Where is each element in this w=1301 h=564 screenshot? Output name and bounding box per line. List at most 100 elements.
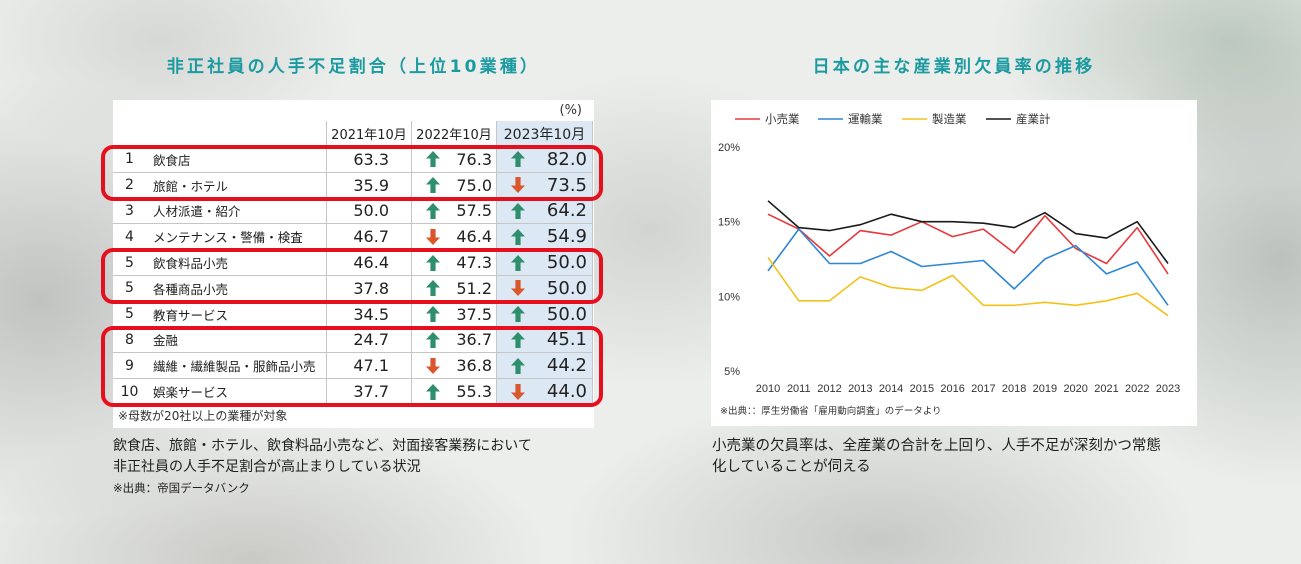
up-arrow-icon	[426, 177, 440, 194]
value-2022-cell: 47.3	[412, 250, 497, 275]
down-arrow-icon	[511, 177, 525, 194]
caption-line: 飲食店、旅館・ホテル、飲食料品小売など、対面接客業務において	[113, 438, 532, 454]
series-line-4	[767, 200, 1169, 264]
table-body: 1 飲食店 63.3 76.3 82.0 2 旅館・ホテル 35.9 75.0 73.5 3 人材派遣…	[113, 147, 593, 405]
value-2023: 45.1	[546, 329, 587, 351]
value-2021-cell: 35.9	[327, 172, 412, 198]
table-row: 5 各種商品小売 37.8 51.2 50.0	[113, 275, 593, 302]
up-arrow-icon	[426, 306, 440, 323]
table-row: 5 教育サービス 34.5 37.5 50.0	[113, 301, 593, 328]
column-header-2022: 2022年10月	[412, 121, 497, 146]
down-arrow-icon	[426, 357, 440, 374]
value-2021-cell: 46.7	[327, 224, 412, 250]
x-tick-label: 2022	[1125, 383, 1149, 395]
series-line-1	[767, 213, 1169, 275]
industry-name-cell: 金融	[146, 327, 327, 353]
column-header-2023: 2023年10月	[497, 121, 593, 146]
y-tick-label: 10%	[718, 291, 740, 303]
shortage-table: 2021年10月 2022年10月 2023年10月 1 飲食店 63.3 76.3 8…	[113, 121, 593, 405]
down-arrow-icon	[511, 383, 525, 400]
x-tick-label: 2015	[910, 383, 934, 395]
x-tick-label: 2012	[817, 383, 841, 395]
rank-cell: 4	[125, 228, 134, 245]
value-2021-cell: 50.0	[327, 198, 412, 224]
up-arrow-icon	[426, 280, 440, 297]
value-2023-cell: 50.0	[497, 301, 593, 327]
x-tick-label: 2011	[787, 383, 811, 395]
industry-name-cell: メンテナンス・警備・検査	[146, 224, 327, 250]
industry-name-cell: 繊維・繊維製品・服飾品小売	[146, 353, 327, 379]
header-name-cell	[146, 121, 327, 146]
series-line-2	[767, 228, 1169, 306]
value-2023-cell: 50.0	[497, 250, 593, 275]
legend-label: 小売業	[765, 113, 800, 126]
value-2023: 50.0	[546, 252, 587, 274]
value-2022-cell: 37.5	[412, 301, 497, 327]
industry-name-cell: 飲食店	[146, 147, 327, 172]
x-tick-label: 2021	[1094, 383, 1118, 395]
vacancy-rate-chart: 小売業 運輸業 製造業 産業計 5% 10% 15% 20% 2010 2011 2012 2013 2…	[711, 100, 1197, 426]
table-caption: 飲食店、旅館・ホテル、飲食料品小売など、対面接客業務において 非正社員の人手不足…	[113, 436, 532, 478]
table-title: 非正社員の人手不足割合（上位10業種）	[166, 57, 541, 77]
down-arrow-icon	[511, 280, 525, 297]
unit-label: (%)	[559, 103, 583, 118]
value-2022-cell: 57.5	[412, 198, 497, 224]
value-2023: 73.5	[546, 174, 587, 196]
table-row: 10 娯楽サービス 37.7 55.3 44.0	[113, 379, 593, 405]
y-tick-label: 20%	[718, 142, 740, 154]
rank-cell: 3	[125, 202, 134, 219]
series-line-3	[767, 257, 1169, 317]
x-tick-label: 2010	[756, 383, 780, 395]
up-arrow-icon	[511, 151, 525, 168]
table-row: 3 人材派遣・紹介 50.0 57.5 64.2	[113, 198, 593, 225]
value-2023: 64.2	[546, 200, 587, 222]
value-2023-cell: 73.5	[497, 172, 593, 198]
value-2021-cell: 37.8	[327, 275, 412, 301]
table-note: ※母数が20社以上の業種が対象	[118, 409, 288, 423]
value-2022-cell: 36.8	[412, 353, 497, 379]
value-2022: 36.7	[456, 330, 492, 350]
rank-cell: 5	[125, 254, 134, 271]
x-tick-label: 2023	[1156, 383, 1180, 395]
rank-cell: 5	[125, 306, 134, 323]
up-arrow-icon	[426, 331, 440, 348]
value-2021-cell: 47.1	[327, 353, 412, 379]
industry-name-cell: 人材派遣・紹介	[146, 198, 327, 224]
value-2023: 44.0	[546, 381, 587, 403]
value-2022: 46.4	[456, 227, 492, 247]
x-tick-label: 2013	[848, 383, 872, 395]
up-arrow-icon	[511, 202, 525, 219]
table-row: 8 金融 24.7 36.7 45.1	[113, 327, 593, 354]
column-header-2021: 2021年10月	[327, 121, 412, 146]
x-tick-label: 2016	[940, 383, 964, 395]
value-2021-cell: 34.5	[327, 301, 412, 327]
y-tick-label: 5%	[724, 366, 740, 378]
value-2021-cell: 24.7	[327, 327, 412, 353]
up-arrow-icon	[511, 254, 525, 271]
value-2023-cell: 45.1	[497, 327, 593, 353]
value-2023-cell: 64.2	[497, 198, 593, 224]
industry-name-cell: 旅館・ホテル	[146, 172, 327, 198]
value-2023-cell: 50.0	[497, 275, 593, 301]
header-rank-cell	[113, 121, 146, 146]
chart-caption: 小売業の欠員率は、全産業の合計を上回り、人手不足が深刻かつ常態 化していることが…	[712, 436, 1161, 478]
industry-name-cell: 教育サービス	[146, 301, 327, 327]
value-2023-cell: 54.9	[497, 224, 593, 250]
value-2022: 47.3	[456, 253, 492, 273]
value-2023: 50.0	[546, 277, 587, 299]
x-tick-label: 2020	[1063, 383, 1087, 395]
table-row: 2 旅館・ホテル 35.9 75.0 73.5	[113, 172, 593, 199]
value-2023-cell: 44.0	[497, 379, 593, 404]
value-2023-cell: 44.2	[497, 353, 593, 379]
up-arrow-icon	[511, 331, 525, 348]
value-2022: 55.3	[456, 382, 492, 402]
value-2021-cell: 46.4	[327, 250, 412, 275]
legend-label: 製造業	[932, 112, 967, 126]
value-2023: 54.9	[546, 226, 587, 248]
value-2022-cell: 55.3	[412, 379, 497, 404]
chart-title: 日本の主な産業別欠員率の推移	[812, 57, 1096, 77]
y-tick-label: 15%	[718, 217, 740, 229]
value-2022-cell: 36.7	[412, 327, 497, 353]
line-chart: 小売業 運輸業 製造業 産業計 5% 10% 15% 20% 2010 2011 2012 2013 2…	[718, 112, 1180, 395]
